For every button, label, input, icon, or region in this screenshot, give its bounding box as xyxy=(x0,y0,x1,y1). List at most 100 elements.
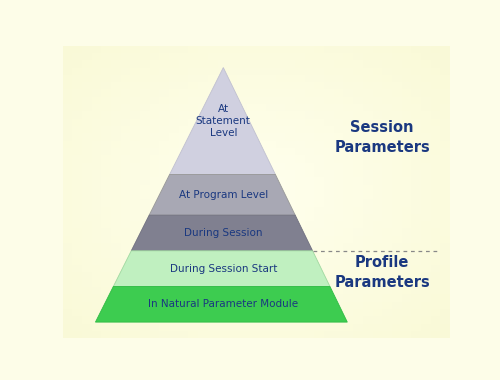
Bar xyxy=(72,221,82,228)
Bar xyxy=(218,228,227,236)
Bar xyxy=(382,331,392,338)
Bar xyxy=(82,316,92,324)
Bar xyxy=(372,287,382,294)
Bar xyxy=(256,243,266,250)
Bar xyxy=(372,309,382,316)
Bar xyxy=(208,90,218,97)
Bar xyxy=(130,82,140,90)
Bar xyxy=(130,294,140,302)
Bar xyxy=(440,199,450,207)
Bar xyxy=(169,111,179,119)
Bar xyxy=(140,324,149,331)
Bar xyxy=(363,60,372,68)
Bar xyxy=(276,250,285,258)
Bar xyxy=(382,199,392,207)
Bar xyxy=(120,287,130,294)
Bar xyxy=(304,221,314,228)
Bar xyxy=(198,53,208,60)
Bar xyxy=(62,163,72,170)
Bar xyxy=(120,236,130,243)
Bar xyxy=(101,126,111,133)
Bar xyxy=(266,236,276,243)
Bar xyxy=(82,141,92,148)
Bar xyxy=(421,177,430,185)
Bar xyxy=(276,97,285,104)
Bar xyxy=(82,287,92,294)
Bar xyxy=(256,90,266,97)
Bar xyxy=(363,133,372,141)
Bar xyxy=(392,119,402,126)
Bar xyxy=(237,111,246,119)
Bar xyxy=(246,207,256,214)
Bar xyxy=(372,90,382,97)
Bar xyxy=(266,141,276,148)
Bar xyxy=(411,177,421,185)
Bar xyxy=(208,287,218,294)
Bar xyxy=(440,309,450,316)
Bar xyxy=(160,192,169,199)
Bar xyxy=(227,280,237,287)
Bar xyxy=(198,236,208,243)
Bar xyxy=(344,97,353,104)
Bar xyxy=(304,82,314,90)
Bar xyxy=(256,148,266,155)
Bar xyxy=(314,170,324,177)
Bar xyxy=(208,119,218,126)
Bar xyxy=(421,214,430,221)
Bar xyxy=(72,82,82,90)
Bar xyxy=(179,148,188,155)
Bar xyxy=(198,163,208,170)
Bar xyxy=(392,163,402,170)
Bar xyxy=(111,170,120,177)
Bar xyxy=(256,104,266,111)
Bar xyxy=(286,316,295,324)
Bar xyxy=(334,177,344,185)
Bar xyxy=(392,75,402,82)
Bar xyxy=(402,82,411,90)
Bar xyxy=(256,265,266,272)
Bar xyxy=(150,192,160,199)
Bar xyxy=(314,141,324,148)
Bar xyxy=(256,141,266,148)
Bar xyxy=(440,272,450,280)
Bar xyxy=(411,155,421,163)
Bar xyxy=(62,221,72,228)
Bar xyxy=(101,68,111,75)
Bar xyxy=(140,185,149,192)
Bar xyxy=(160,148,169,155)
Bar xyxy=(62,192,72,199)
Bar xyxy=(411,163,421,170)
Bar xyxy=(62,272,72,280)
Bar xyxy=(179,236,188,243)
Bar xyxy=(353,104,363,111)
Bar xyxy=(120,316,130,324)
Bar xyxy=(160,324,169,331)
Bar xyxy=(130,302,140,309)
Bar xyxy=(314,280,324,287)
Bar xyxy=(286,265,295,272)
Bar xyxy=(334,331,344,338)
Bar xyxy=(266,280,276,287)
Bar xyxy=(227,177,237,185)
Bar xyxy=(430,309,440,316)
Bar xyxy=(82,185,92,192)
Bar xyxy=(314,228,324,236)
Bar xyxy=(392,53,402,60)
Bar xyxy=(179,90,188,97)
Bar xyxy=(372,324,382,331)
Bar xyxy=(430,155,440,163)
Bar xyxy=(101,258,111,265)
Bar xyxy=(421,82,430,90)
Bar xyxy=(227,214,237,221)
Bar xyxy=(246,46,256,53)
Bar xyxy=(72,280,82,287)
Bar xyxy=(169,214,179,221)
Bar xyxy=(130,258,140,265)
Bar xyxy=(227,287,237,294)
Bar xyxy=(160,141,169,148)
Bar xyxy=(266,133,276,141)
Bar xyxy=(353,228,363,236)
Bar xyxy=(227,97,237,104)
Bar xyxy=(188,214,198,221)
Bar xyxy=(188,280,198,287)
